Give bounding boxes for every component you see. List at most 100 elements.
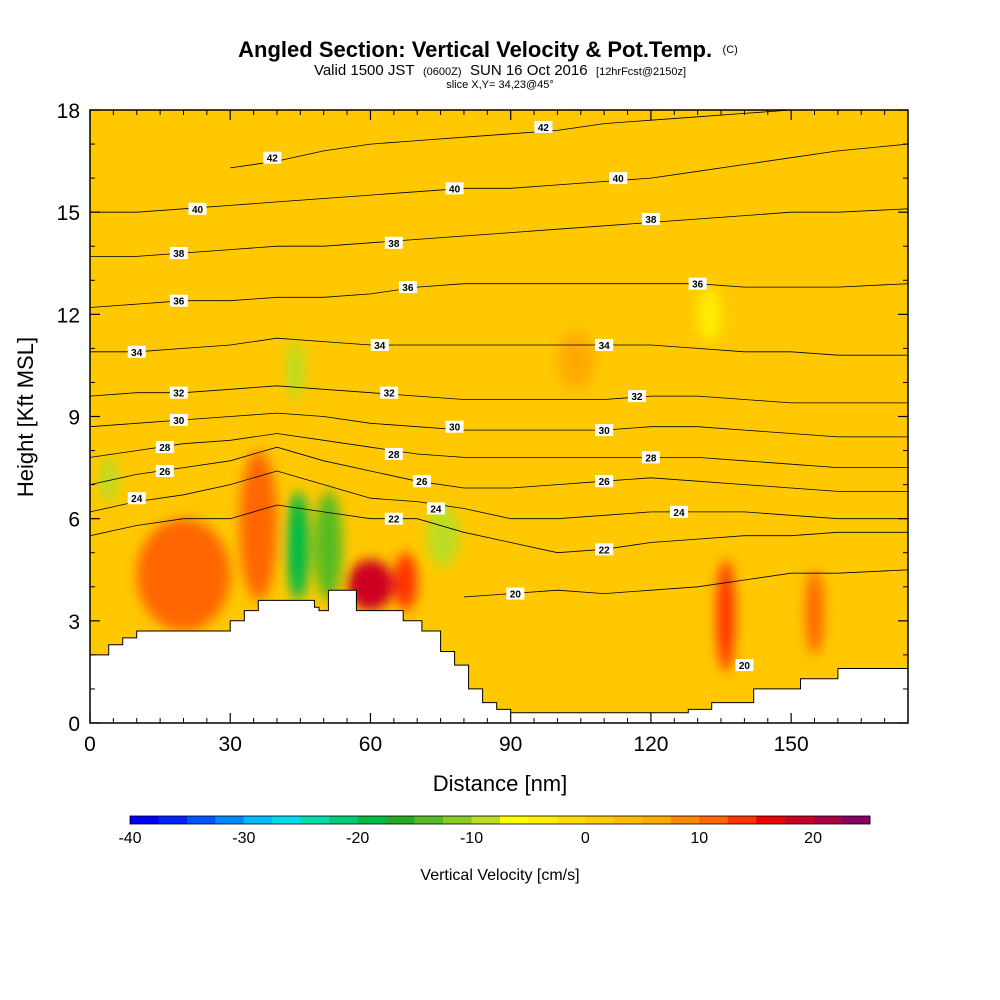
y-tick-label: 6 [68, 509, 80, 532]
contour-label-box [506, 587, 525, 600]
theta-contour-24 [90, 470, 908, 520]
x-tick-label: 90 [499, 733, 522, 756]
colorbar-swatch [642, 816, 672, 824]
theta-contour-38 [90, 208, 908, 257]
contour-label-box [263, 151, 282, 164]
contour-label-22: 28 [641, 451, 660, 464]
contour-label-text: 34 [131, 348, 143, 359]
contour-label-31: 20 [506, 587, 525, 601]
contour-label-box [169, 247, 188, 260]
velocity-cells [99, 287, 824, 672]
contour-label-2: 40 [188, 202, 207, 216]
contour-label-32: 20 [735, 659, 754, 672]
contour-label-text: 28 [159, 443, 171, 454]
contour-label-11: 34 [127, 345, 146, 359]
colorbar-swatch [727, 816, 757, 824]
contour-label-20: 28 [155, 441, 174, 454]
theta-contour-30 [90, 412, 908, 438]
subtitle-valid: Valid 1500 JST [314, 62, 415, 79]
x-axis-title: Distance [nm] [433, 771, 568, 796]
contour-label-5: 38 [169, 247, 188, 260]
contour-label-box [735, 659, 754, 672]
contour-label-text: 38 [388, 239, 400, 250]
colorbar-title: Vertical Velocity [cm/s] [420, 867, 579, 884]
colorbar-swatch [443, 816, 472, 824]
contour-label-14: 32 [169, 386, 188, 400]
contour-label-box [155, 441, 174, 454]
colorbar-frame [129, 815, 871, 825]
subtitle-forecast: [12hrFcst@2150z] [596, 66, 686, 78]
colorbar-swatch [613, 816, 643, 824]
contour-label-box [380, 386, 399, 399]
contour-label-box [169, 413, 188, 426]
contour-label-9: 36 [398, 281, 417, 294]
contour-label-text: 28 [645, 453, 657, 464]
x-axis: 0 30 60 90 120 150 [84, 110, 886, 756]
contour-label-26: 24 [127, 492, 146, 505]
contour-label-text: 24 [430, 504, 442, 515]
contour-label-box [641, 212, 660, 225]
contour-label-12: 34 [370, 338, 389, 352]
contour-label-text: 20 [739, 661, 751, 672]
contour-label-27: 24 [426, 502, 445, 515]
colorbar-tick-label: 10 [690, 830, 708, 847]
colorbar-swatch [471, 816, 501, 824]
colorbar-swatch [784, 816, 814, 824]
velocity-cell-8 [347, 559, 394, 611]
contour-label-box [127, 492, 146, 505]
colorbar-swatch [215, 816, 245, 824]
contour-label-box [669, 505, 688, 518]
colorbar-swatch [500, 816, 529, 824]
y-tick-label: 9 [68, 407, 80, 430]
chart-slice-info: slice X,Y= 34,23@45° [446, 79, 554, 91]
x-tick-label: 0 [84, 733, 96, 756]
contour-label-text: 34 [599, 341, 611, 352]
contour-label-17: 30 [169, 413, 188, 427]
contour-label-box [384, 512, 403, 525]
contour-label-1: 42 [534, 121, 553, 134]
velocity-cell-7 [99, 457, 119, 502]
contour-label-text: 24 [131, 494, 143, 505]
x-tick-label: 60 [359, 733, 382, 756]
contour-label-text: 36 [692, 280, 704, 291]
colorbar-swatch [300, 816, 330, 824]
colorbar-tick-label: 0 [581, 830, 590, 847]
contour-label-text: 22 [599, 545, 611, 556]
velocity-cell-6 [286, 341, 306, 400]
contour-label-box [534, 121, 553, 134]
contour-label-box [627, 390, 646, 403]
contour-label-box [445, 182, 464, 195]
velocity-cell-4 [286, 491, 310, 601]
chart-title-suffix: (C) [723, 44, 738, 56]
chart-title: Angled Section: Vertical Velocity & Pot.… [238, 37, 738, 62]
contour-label-28: 24 [669, 505, 688, 519]
contour-label-text: 40 [192, 205, 204, 216]
contour-label-text: 34 [374, 341, 386, 352]
theta-contours [90, 110, 908, 598]
contour-label-text: 42 [267, 154, 279, 165]
theta-contour-22 [90, 504, 908, 554]
contour-label-text: 26 [599, 477, 611, 488]
contour-label-16: 32 [627, 390, 646, 403]
plot-area: 42 42 40 40 40 38 38 38 36 36 36 34 34 34 32 32 32 30 30 30… [90, 110, 908, 723]
contour-label-7: 38 [641, 212, 660, 226]
velocity-cell-10 [426, 505, 460, 567]
colorbar-swatch [329, 816, 358, 824]
x-tick-label: 120 [633, 733, 668, 756]
contour-label-text: 30 [173, 416, 185, 427]
velocity-cell-14 [557, 331, 595, 390]
velocity-cell-5 [314, 491, 343, 601]
contour-label-box [370, 338, 389, 351]
contour-label-30: 22 [595, 543, 614, 556]
terrain-mask [90, 589, 908, 723]
colorbar-swatch [585, 816, 615, 824]
contour-label-box [445, 420, 464, 433]
theta-contour-20 [463, 569, 908, 598]
contour-label-text: 24 [673, 508, 685, 519]
contour-label-text: 30 [449, 423, 461, 434]
contour-label-10: 36 [688, 277, 707, 291]
velocity-cell-12 [805, 569, 824, 655]
contour-label-box [169, 294, 188, 307]
contour-label-box [426, 502, 445, 515]
contour-label-6: 38 [384, 236, 403, 250]
